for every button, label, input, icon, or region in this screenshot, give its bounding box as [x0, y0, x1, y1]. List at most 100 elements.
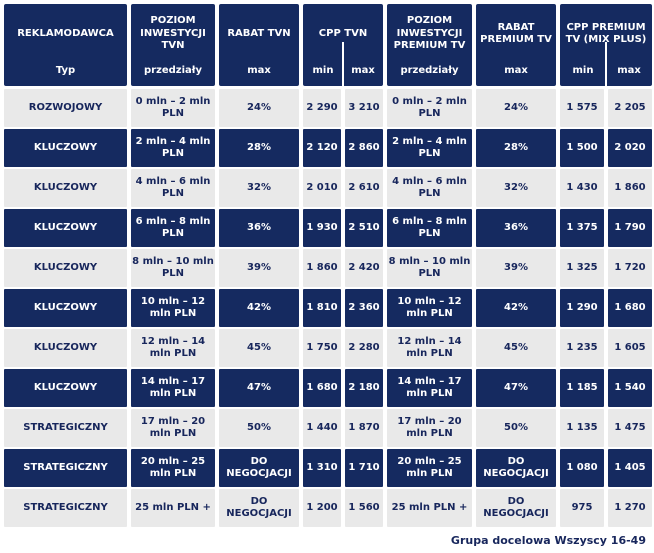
tvn-cpp-min-cell: 1 750	[303, 329, 341, 367]
tvn-rabat-cell: 39%	[219, 249, 299, 287]
premium-investment-cell: 25 mln PLN +	[387, 489, 472, 527]
tvn-cpp-max-cell: 2 860	[345, 129, 383, 167]
tvn-investment-cell: 4 mln – 6 mln PLN	[131, 169, 215, 207]
premium-cpp-min-cell: 1 500	[560, 129, 604, 167]
premium-rabat-cell: 28%	[476, 129, 556, 167]
table-row: KLUCZOWY 12 mln – 14 mln PLN 45% 1 750 2…	[4, 329, 652, 367]
header-advertiser: REKLAMODAWCA Typ	[4, 4, 127, 86]
tvn-cpp-max-cell: 2 610	[345, 169, 383, 207]
header-tvn-cpp: CPP TVN min max	[303, 4, 383, 86]
premium-investment-cell: 8 mln – 10 mln PLN	[387, 249, 472, 287]
header-advertiser-sub: Typ	[55, 64, 76, 76]
header-tvn-investment: POZIOM INWESTYCJI TVN przedziały	[131, 4, 215, 86]
tvn-cpp-min-cell: 2 010	[303, 169, 341, 207]
advertiser-type-cell: KLUCZOWY	[4, 169, 127, 207]
header-tvn-cpp-min: min	[312, 64, 334, 76]
premium-rabat-cell: 45%	[476, 329, 556, 367]
premium-cpp-max-cell: 1 790	[608, 209, 652, 247]
header-tvn-rabat-sub: max	[247, 64, 271, 76]
premium-investment-cell: 4 mln – 6 mln PLN	[387, 169, 472, 207]
premium-investment-cell: 0 mln – 2 mln PLN	[387, 89, 472, 127]
table-row: ROZWOJOWY 0 mln – 2 mln PLN 24% 2 290 3 …	[4, 89, 652, 127]
tvn-investment-cell: 12 mln – 14 mln PLN	[131, 329, 215, 367]
table-row: STRATEGICZNY 25 mln PLN + DO NEGOCJACJI …	[4, 489, 652, 527]
premium-rabat-cell: 47%	[476, 369, 556, 407]
premium-cpp-min-cell: 1 080	[560, 449, 604, 487]
premium-rabat-cell: 50%	[476, 409, 556, 447]
tvn-investment-cell: 25 mln PLN +	[131, 489, 215, 527]
premium-cpp-max-cell: 1 720	[608, 249, 652, 287]
premium-cpp-min-cell: 1 430	[560, 169, 604, 207]
tvn-investment-cell: 20 mln – 25 mln PLN	[131, 449, 215, 487]
premium-investment-cell: 17 mln – 20 mln PLN	[387, 409, 472, 447]
tvn-rabat-cell: 45%	[219, 329, 299, 367]
premium-cpp-min-cell: 975	[560, 489, 604, 527]
tvn-rabat-cell: 36%	[219, 209, 299, 247]
premium-investment-cell: 6 mln – 8 mln PLN	[387, 209, 472, 247]
tvn-rabat-cell: 42%	[219, 289, 299, 327]
premium-investment-cell: 14 mln – 17 mln PLN	[387, 369, 472, 407]
table-row: KLUCZOWY 2 mln – 4 mln PLN 28% 2 120 2 8…	[4, 129, 652, 167]
header-tvn-cpp-max: max	[351, 64, 375, 76]
premium-cpp-max-cell: 1 605	[608, 329, 652, 367]
tvn-cpp-min-cell: 1 440	[303, 409, 341, 447]
table-row: STRATEGICZNY 20 mln – 25 mln PLN DO NEGO…	[4, 449, 652, 487]
advertiser-type-cell: KLUCZOWY	[4, 329, 127, 367]
header-tvn-cpp-title: CPP TVN	[318, 27, 368, 39]
tvn-cpp-min-cell: 1 200	[303, 489, 341, 527]
tvn-cpp-max-cell: 1 870	[345, 409, 383, 447]
tvn-rabat-cell: 24%	[219, 89, 299, 127]
header-premium-rabat-sub: max	[504, 64, 528, 76]
header-premium-cpp-min: min	[572, 64, 594, 76]
tvn-investment-cell: 2 mln – 4 mln PLN	[131, 129, 215, 167]
tvn-investment-cell: 14 mln – 17 mln PLN	[131, 369, 215, 407]
premium-cpp-max-cell: 2 020	[608, 129, 652, 167]
table-row: KLUCZOWY 4 mln – 6 mln PLN 32% 2 010 2 6…	[4, 169, 652, 207]
advertiser-type-cell: KLUCZOWY	[4, 129, 127, 167]
premium-cpp-max-cell: 1 475	[608, 409, 652, 447]
premium-cpp-min-cell: 1 235	[560, 329, 604, 367]
tvn-rabat-cell: 28%	[219, 129, 299, 167]
tvn-cpp-min-cell: 2 120	[303, 129, 341, 167]
premium-rabat-cell: 39%	[476, 249, 556, 287]
premium-investment-cell: 12 mln – 14 mln PLN	[387, 329, 472, 367]
target-group-note: Grupa docelowa Wszyscy 16-49	[450, 534, 646, 547]
premium-rabat-cell: 36%	[476, 209, 556, 247]
premium-rabat-cell: DO NEGOCJACJI	[476, 489, 556, 527]
header-premium-investment-sub: przedziały	[400, 64, 459, 76]
table-header: REKLAMODAWCA Typ POZIOM INWESTYCJI TVN p…	[4, 4, 652, 86]
header-tvn-rabat: RABAT TVN max	[219, 4, 299, 86]
advertiser-type-cell: KLUCZOWY	[4, 369, 127, 407]
header-tvn-investment-sub: przedziały	[143, 64, 203, 76]
header-premium-cpp-minmax: min max	[560, 59, 652, 86]
premium-cpp-min-cell: 1 135	[560, 409, 604, 447]
advertiser-type-cell: STRATEGICZNY	[4, 449, 127, 487]
header-premium-rabat-title: RABAT PREMIUM TV	[480, 21, 552, 46]
rate-card-table: REKLAMODAWCA Typ POZIOM INWESTYCJI TVN p…	[4, 4, 652, 529]
header-premium-rabat: RABAT PREMIUM TV max	[476, 4, 556, 86]
tvn-cpp-min-cell: 1 930	[303, 209, 341, 247]
premium-cpp-min-cell: 1 375	[560, 209, 604, 247]
header-advertiser-title: REKLAMODAWCA	[17, 27, 114, 39]
tvn-cpp-max-cell: 2 510	[345, 209, 383, 247]
tvn-cpp-min-cell: 1 310	[303, 449, 341, 487]
premium-cpp-max-cell: 1 540	[608, 369, 652, 407]
premium-rabat-cell: 24%	[476, 89, 556, 127]
advertiser-type-cell: KLUCZOWY	[4, 289, 127, 327]
header-premium-investment-title: POZIOM INWESTYCJI PREMIUM TV	[393, 15, 466, 52]
advertiser-type-cell: ROZWOJOWY	[4, 89, 127, 127]
header-tvn-cpp-minmax: min max	[303, 59, 383, 86]
tvn-rabat-cell: 50%	[219, 409, 299, 447]
advertiser-type-cell: STRATEGICZNY	[4, 489, 127, 527]
header-premium-cpp-max: max	[617, 64, 641, 76]
tvn-cpp-max-cell: 2 280	[345, 329, 383, 367]
header-premium-cpp: CPP PREMIUM TV (MIX PLUS) min max	[560, 4, 652, 86]
premium-cpp-max-cell: 1 270	[608, 489, 652, 527]
header-tvn-rabat-title: RABAT TVN	[227, 27, 291, 39]
advertiser-type-cell: KLUCZOWY	[4, 209, 127, 247]
table-rows: ROZWOJOWY 0 mln – 2 mln PLN 24% 2 290 3 …	[4, 89, 652, 527]
tvn-investment-cell: 6 mln – 8 mln PLN	[131, 209, 215, 247]
premium-rabat-cell: 42%	[476, 289, 556, 327]
table-row: KLUCZOWY 6 mln – 8 mln PLN 36% 1 930 2 5…	[4, 209, 652, 247]
